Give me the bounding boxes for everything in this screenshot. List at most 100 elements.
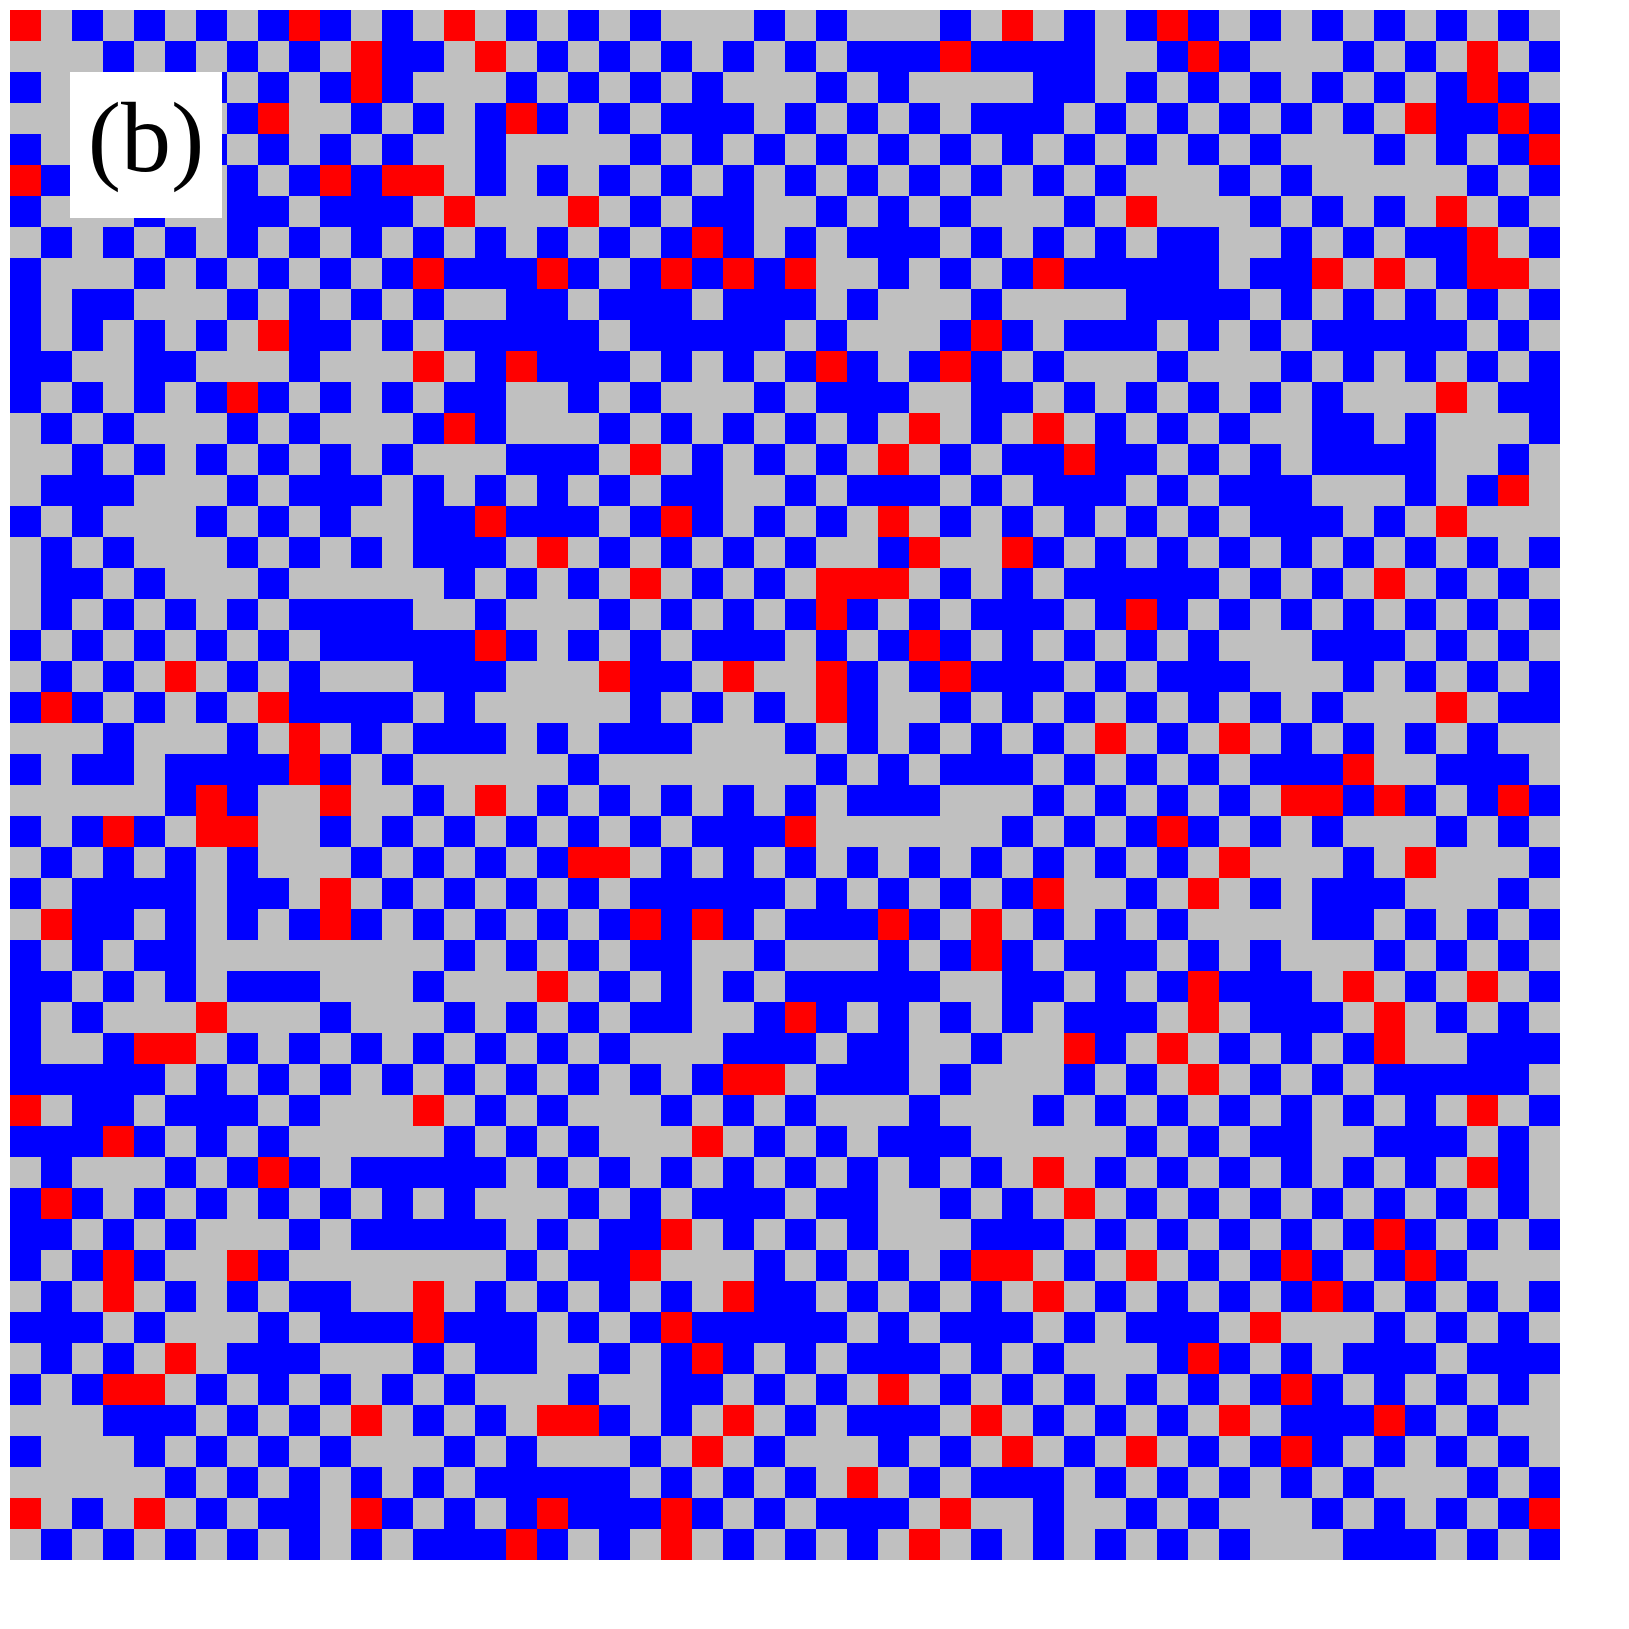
lattice-cell (1498, 568, 1529, 599)
lattice-cell (940, 785, 971, 816)
lattice-cell (1250, 10, 1281, 41)
lattice-cell (1126, 227, 1157, 258)
lattice-cell (847, 1157, 878, 1188)
lattice-cell (1374, 1281, 1405, 1312)
lattice-cell (196, 568, 227, 599)
lattice-cell (785, 1467, 816, 1498)
lattice-cell (1529, 847, 1560, 878)
lattice-cell (1126, 165, 1157, 196)
lattice-cell (1467, 692, 1498, 723)
lattice-cell (1188, 1250, 1219, 1281)
lattice-cell (1343, 1095, 1374, 1126)
lattice-cell (1343, 1374, 1374, 1405)
lattice-cell (258, 537, 289, 568)
lattice-cell (940, 754, 971, 785)
lattice-cell (1002, 351, 1033, 382)
lattice-cell (630, 940, 661, 971)
lattice-cell (568, 1002, 599, 1033)
lattice-cell (41, 1219, 72, 1250)
lattice-cell (1095, 1343, 1126, 1374)
lattice-cell (506, 599, 537, 630)
lattice-cell (258, 1312, 289, 1343)
lattice-cell (1095, 1529, 1126, 1560)
lattice-cell (1095, 1157, 1126, 1188)
lattice-cell (1405, 1157, 1436, 1188)
lattice-cell (1095, 196, 1126, 227)
lattice-cell (1529, 320, 1560, 351)
lattice-cell (103, 537, 134, 568)
lattice-cell (258, 103, 289, 134)
lattice-cell (196, 444, 227, 475)
lattice-cell (258, 258, 289, 289)
lattice-cell (1374, 320, 1405, 351)
lattice-cell (1405, 847, 1436, 878)
lattice-cell (1033, 1498, 1064, 1529)
lattice-cell (258, 878, 289, 909)
lattice-cell (1498, 1250, 1529, 1281)
lattice-cell (444, 692, 475, 723)
lattice-cell (1498, 940, 1529, 971)
lattice-cell (847, 785, 878, 816)
lattice-cell (785, 692, 816, 723)
lattice-cell (1064, 785, 1095, 816)
lattice-cell (692, 1126, 723, 1157)
lattice-cell (1405, 723, 1436, 754)
lattice-cell (1467, 1529, 1498, 1560)
lattice-cell (196, 475, 227, 506)
lattice-cell (10, 1064, 41, 1095)
lattice-cell (1343, 847, 1374, 878)
lattice-cell (10, 940, 41, 971)
lattice-cell (1064, 847, 1095, 878)
lattice-cell (475, 351, 506, 382)
lattice-cell (475, 165, 506, 196)
lattice-cell (413, 568, 444, 599)
lattice-cell (165, 971, 196, 1002)
lattice-cell (1467, 537, 1498, 568)
lattice-cell (289, 72, 320, 103)
lattice-cell (785, 103, 816, 134)
lattice-cell (1436, 1033, 1467, 1064)
lattice-cell (72, 1250, 103, 1281)
lattice-cells (10, 10, 1560, 1560)
lattice-cell (568, 258, 599, 289)
lattice-cell (1312, 1529, 1343, 1560)
lattice-cell (444, 1498, 475, 1529)
lattice-cell (1281, 258, 1312, 289)
lattice-cell (909, 1157, 940, 1188)
lattice-cell (1002, 475, 1033, 506)
lattice-cell (506, 289, 537, 320)
lattice-cell (1281, 940, 1312, 971)
lattice-cell (103, 227, 134, 258)
lattice-cell (692, 1467, 723, 1498)
lattice-cell (599, 1002, 630, 1033)
lattice-cell (382, 909, 413, 940)
lattice-cell (599, 103, 630, 134)
lattice-cell (1033, 909, 1064, 940)
lattice-cell (506, 475, 537, 506)
lattice-cell (134, 1095, 165, 1126)
lattice-cell (537, 1219, 568, 1250)
lattice-cell (971, 475, 1002, 506)
lattice-cell (382, 785, 413, 816)
lattice-cell (816, 1002, 847, 1033)
lattice-cell (134, 1343, 165, 1374)
lattice-cell (1064, 1436, 1095, 1467)
lattice-cell (909, 1343, 940, 1374)
lattice-cell (909, 351, 940, 382)
lattice-cell (909, 1467, 940, 1498)
lattice-cell (320, 1467, 351, 1498)
lattice-cell (1343, 1436, 1374, 1467)
lattice-cell (289, 1126, 320, 1157)
lattice-cell (661, 1343, 692, 1374)
lattice-cell (227, 1405, 258, 1436)
lattice-cell (816, 692, 847, 723)
lattice-cell (165, 1033, 196, 1064)
lattice-cell (909, 41, 940, 72)
lattice-cell (72, 1312, 103, 1343)
lattice-cell (1033, 444, 1064, 475)
lattice-cell (1467, 909, 1498, 940)
lattice-cell (475, 196, 506, 227)
lattice-cell (1405, 599, 1436, 630)
lattice-cell (816, 351, 847, 382)
lattice-cell (1064, 909, 1095, 940)
